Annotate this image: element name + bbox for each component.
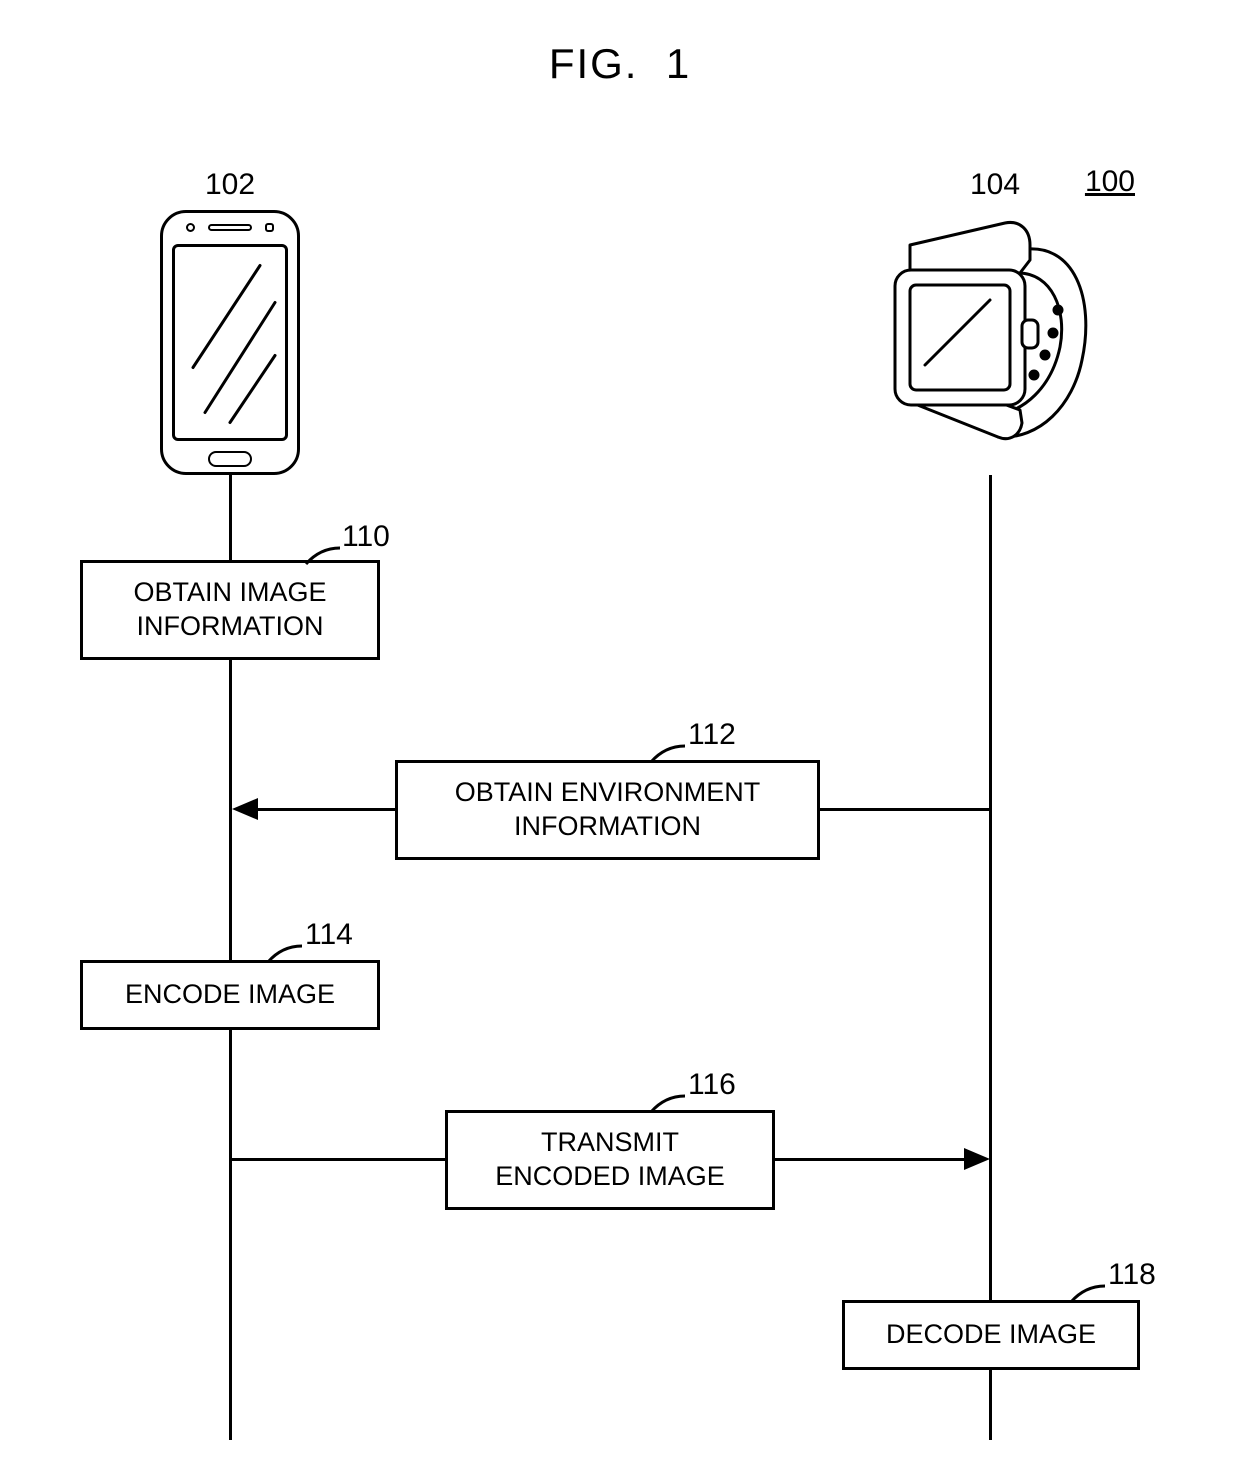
figure-title: FIG. 1 [0, 40, 1240, 88]
leader-118 [1065, 1278, 1125, 1308]
step-decode: DECODE IMAGE [842, 1300, 1140, 1370]
ref-phone: 102 [205, 168, 255, 202]
step-encode: ENCODE IMAGE [80, 960, 380, 1030]
msg-116-arrowhead-icon [964, 1148, 990, 1170]
lifeline-watch [989, 475, 992, 1440]
msg-112-arrowhead-icon [232, 798, 258, 820]
step-obtain-image: OBTAIN IMAGE INFORMATION [80, 560, 380, 660]
leader-110 [300, 540, 360, 570]
device-watch [870, 215, 1100, 475]
leader-116 [645, 1088, 705, 1118]
ref-watch: 104 [970, 168, 1020, 202]
phone-glare-icon [175, 247, 285, 438]
step-obtain-env: OBTAIN ENVIRONMENT INFORMATION [395, 760, 820, 860]
leader-114 [262, 938, 322, 968]
ref-system: 100 [1085, 165, 1135, 199]
figure-canvas: FIG. 1 100 102 [0, 0, 1240, 1477]
step-transmit: TRANSMIT ENCODED IMAGE [445, 1110, 775, 1210]
leader-112 [645, 738, 705, 768]
device-phone [160, 210, 300, 475]
